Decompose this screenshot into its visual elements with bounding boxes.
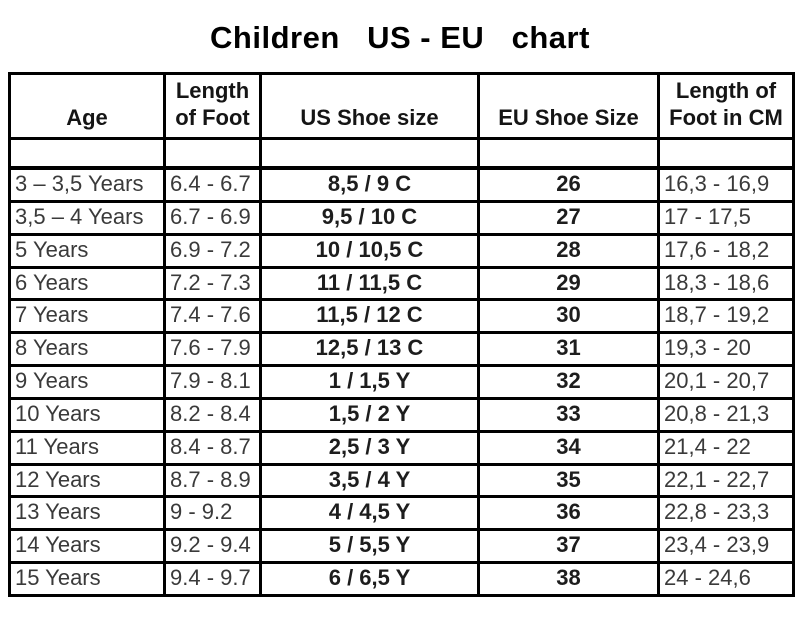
foot-cm-cell: 20,8 - 21,3 [657, 396, 795, 433]
us-size-cell: 8,5 / 9 C [259, 166, 480, 203]
foot-cm-cell: 24 - 24,6 [657, 561, 795, 597]
eu-size-cell: 27 [477, 199, 660, 236]
age-cell: 9 Years [8, 364, 166, 400]
table-row: 14 Years 9.2 - 9.4 5 / 5,5 Y 37 23,4 - 2… [8, 528, 795, 565]
eu-size-cell: 33 [477, 396, 660, 433]
col-header-eu-size: EU Shoe Size [477, 72, 660, 140]
eu-size-cell: 31 [477, 331, 660, 368]
table-body: 3 – 3,5 Years 6.4 - 6.7 8,5 / 9 C 26 16,… [8, 166, 795, 597]
us-size-cell: 1,5 / 2 Y [259, 396, 480, 433]
age-cell: 15 Years [8, 561, 166, 597]
foot-length-cell: 7.2 - 7.3 [163, 265, 262, 302]
us-size-cell: 12,5 / 13 C [259, 331, 480, 368]
foot-cm-cell: 20,1 - 20,7 [657, 364, 795, 400]
age-cell: 11 Years [8, 429, 166, 466]
foot-length-cell: 6.4 - 6.7 [163, 166, 262, 203]
age-cell: 14 Years [8, 528, 166, 565]
us-size-cell: 10 / 10,5 C [259, 232, 480, 269]
col-header-us-size: US Shoe size [259, 72, 480, 140]
us-size-cell: 2,5 / 3 Y [259, 429, 480, 466]
foot-length-cell: 6.9 - 7.2 [163, 232, 262, 269]
table-row: 10 Years 8.2 - 8.4 1,5 / 2 Y 33 20,8 - 2… [8, 396, 795, 433]
foot-cm-cell: 17 - 17,5 [657, 199, 795, 236]
us-size-cell: 11,5 / 12 C [259, 298, 480, 335]
eu-size-cell: 35 [477, 462, 660, 499]
foot-length-cell: 9.2 - 9.4 [163, 528, 262, 565]
eu-size-cell: 26 [477, 166, 660, 203]
table-row: 11 Years 8.4 - 8.7 2,5 / 3 Y 34 21,4 - 2… [8, 429, 795, 466]
foot-cm-cell: 16,3 - 16,9 [657, 166, 795, 203]
age-cell: 8 Years [8, 331, 166, 368]
spacer-cell [163, 136, 262, 171]
spacer-cell [8, 136, 166, 171]
eu-size-cell: 38 [477, 561, 660, 597]
table-row: 13 Years 9 - 9.2 4 / 4,5 Y 36 22,8 - 23,… [8, 495, 795, 532]
foot-cm-cell: 18,7 - 19,2 [657, 298, 795, 335]
foot-length-cell: 8.7 - 8.9 [163, 462, 262, 499]
col-header-foot-length: Length of Foot [163, 72, 262, 140]
table-row: 9 Years 7.9 - 8.1 1 / 1,5 Y 32 20,1 - 20… [8, 364, 795, 400]
table-row: 3 – 3,5 Years 6.4 - 6.7 8,5 / 9 C 26 16,… [8, 166, 795, 203]
foot-cm-cell: 22,8 - 23,3 [657, 495, 795, 532]
table-row: 7 Years 7.4 - 7.6 11,5 / 12 C 30 18,7 - … [8, 298, 795, 335]
eu-size-cell: 34 [477, 429, 660, 466]
foot-length-cell: 7.4 - 7.6 [163, 298, 262, 335]
table-head: Age Length of Foot US Shoe size EU Shoe … [8, 72, 795, 171]
foot-cm-cell: 22,1 - 22,7 [657, 462, 795, 499]
eu-size-cell: 32 [477, 364, 660, 400]
table-row: 3,5 – 4 Years 6.7 - 6.9 9,5 / 10 C 27 17… [8, 199, 795, 236]
foot-length-cell: 9.4 - 9.7 [163, 561, 262, 597]
foot-length-cell: 8.4 - 8.7 [163, 429, 262, 466]
spacer-cell [657, 136, 795, 171]
foot-length-cell: 7.6 - 7.9 [163, 331, 262, 368]
table-row: 12 Years 8.7 - 8.9 3,5 / 4 Y 35 22,1 - 2… [8, 462, 795, 499]
table-row: 6 Years 7.2 - 7.3 11 / 11,5 C 29 18,3 - … [8, 265, 795, 302]
us-size-cell: 1 / 1,5 Y [259, 364, 480, 400]
spacer-cell [259, 136, 480, 171]
us-size-cell: 4 / 4,5 Y [259, 495, 480, 532]
foot-length-cell: 7.9 - 8.1 [163, 364, 262, 400]
age-cell: 3,5 – 4 Years [8, 199, 166, 236]
foot-cm-cell: 19,3 - 20 [657, 331, 795, 368]
us-size-cell: 3,5 / 4 Y [259, 462, 480, 499]
age-cell: 12 Years [8, 462, 166, 499]
eu-size-cell: 37 [477, 528, 660, 565]
foot-cm-cell: 21,4 - 22 [657, 429, 795, 466]
age-cell: 13 Years [8, 495, 166, 532]
foot-length-cell: 6.7 - 6.9 [163, 199, 262, 236]
us-size-cell: 6 / 6,5 Y [259, 561, 480, 597]
header-row: Age Length of Foot US Shoe size EU Shoe … [8, 72, 795, 140]
us-size-cell: 5 / 5,5 Y [259, 528, 480, 565]
foot-cm-cell: 17,6 - 18,2 [657, 232, 795, 269]
page-title: Children US - EU chart [210, 20, 590, 55]
table-row: 15 Years 9.4 - 9.7 6 / 6,5 Y 38 24 - 24,… [8, 561, 795, 597]
eu-size-cell: 29 [477, 265, 660, 302]
age-cell: 10 Years [8, 396, 166, 433]
table-row: 5 Years 6.9 - 7.2 10 / 10,5 C 28 17,6 - … [8, 232, 795, 269]
age-cell: 7 Years [8, 298, 166, 335]
spacer-row [8, 136, 795, 171]
table-row: 8 Years 7.6 - 7.9 12,5 / 13 C 31 19,3 - … [8, 331, 795, 368]
eu-size-cell: 30 [477, 298, 660, 335]
age-cell: 6 Years [8, 265, 166, 302]
col-header-foot-cm: Length of Foot in CM [657, 72, 795, 140]
foot-cm-cell: 23,4 - 23,9 [657, 528, 795, 565]
us-size-cell: 11 / 11,5 C [259, 265, 480, 302]
spacer-cell [477, 136, 660, 171]
age-cell: 3 – 3,5 Years [8, 166, 166, 203]
foot-cm-cell: 18,3 - 18,6 [657, 265, 795, 302]
size-chart-table: Age Length of Foot US Shoe size EU Shoe … [8, 72, 795, 597]
col-header-age: Age [8, 72, 166, 140]
foot-length-cell: 9 - 9.2 [163, 495, 262, 532]
us-size-cell: 9,5 / 10 C [259, 199, 480, 236]
eu-size-cell: 36 [477, 495, 660, 532]
eu-size-cell: 28 [477, 232, 660, 269]
foot-length-cell: 8.2 - 8.4 [163, 396, 262, 433]
age-cell: 5 Years [8, 232, 166, 269]
